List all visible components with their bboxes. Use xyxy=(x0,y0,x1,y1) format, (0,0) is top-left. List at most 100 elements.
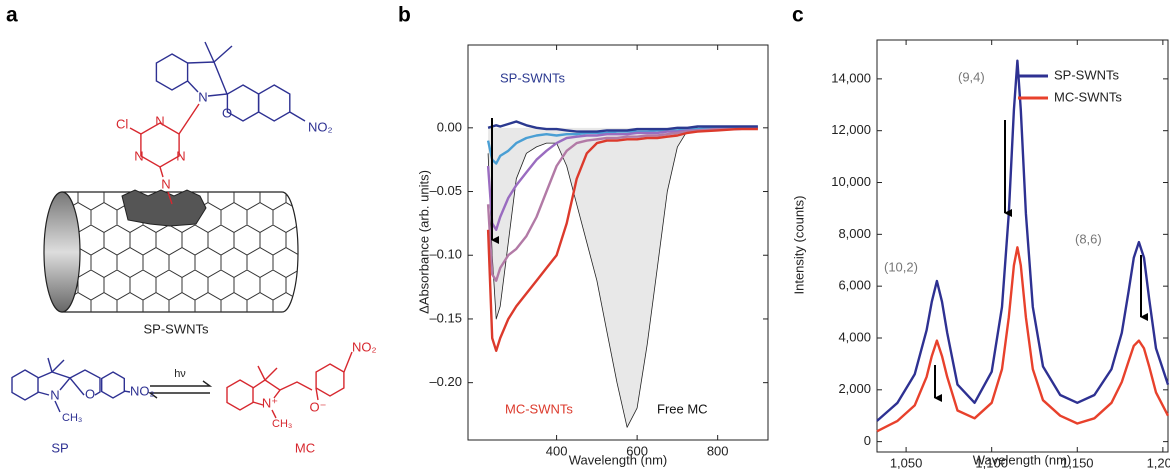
bond xyxy=(315,387,319,401)
plot-frame xyxy=(467,44,769,441)
y-tick-label: 0 xyxy=(864,433,871,448)
bond xyxy=(187,61,228,97)
x-tick-label: 800 xyxy=(707,443,729,458)
legend-label: MC-SWNTs xyxy=(1054,89,1122,104)
bond xyxy=(257,365,266,381)
y-tick-label: –0.15 xyxy=(429,310,462,325)
bond xyxy=(159,166,164,178)
atom: O xyxy=(85,386,95,401)
bond xyxy=(252,401,264,406)
bond xyxy=(187,80,199,93)
bond xyxy=(178,103,200,135)
atom: N xyxy=(176,148,185,163)
charts: 0.00 –0.05 –0.10 –0.15 –0.20 400 600 800 Wavelen… xyxy=(416,39,1170,469)
series-label: SP-SWNTs xyxy=(500,70,566,85)
x-tick-label: 1,100 xyxy=(975,455,1008,469)
bond xyxy=(123,390,131,393)
nanotube xyxy=(43,189,299,313)
atom: N xyxy=(50,387,59,402)
atom: CH₃ xyxy=(62,412,82,424)
atom: N xyxy=(198,89,207,104)
atom: Cl xyxy=(116,116,128,131)
arrow xyxy=(147,392,210,399)
light-label: hν xyxy=(174,368,186,380)
series-line xyxy=(876,246,1170,433)
atom: O xyxy=(222,105,232,120)
atom: N xyxy=(155,113,164,128)
area xyxy=(488,127,698,428)
x-tick-label: 1,050 xyxy=(890,455,923,469)
y-tick-label: –0.05 xyxy=(429,183,462,198)
y-tick-label: 0.00 xyxy=(437,119,462,134)
atom: NO₂ xyxy=(308,119,333,134)
y-tick-label: 12,000 xyxy=(831,122,871,137)
panel-label: a xyxy=(6,4,18,27)
atom: N⁺ xyxy=(262,395,278,410)
series-line xyxy=(486,126,758,165)
bond xyxy=(252,379,282,399)
x-tick-label: 600 xyxy=(626,443,648,458)
atom: O⁻ xyxy=(310,399,327,414)
annotation: (9,4) xyxy=(958,69,985,84)
bond xyxy=(129,127,142,135)
bond xyxy=(271,409,277,419)
bond xyxy=(47,357,53,373)
series-line xyxy=(487,127,698,428)
atom: NO₂ xyxy=(130,383,155,398)
sp-label: SP xyxy=(51,440,68,455)
ring xyxy=(140,122,180,168)
series-line xyxy=(487,120,758,133)
atom: CH₃ xyxy=(272,418,292,430)
annotation: (10,2) xyxy=(884,259,918,274)
mc-label: MC xyxy=(295,440,315,455)
x-axis-label: Wavelength (nm) xyxy=(973,452,1072,467)
bond xyxy=(167,191,173,205)
bond xyxy=(69,369,101,396)
y-axis-label: ΔAbsorbance (arb. units) xyxy=(416,170,431,314)
panel-label: c xyxy=(792,4,804,27)
tube-label: SP-SWNTs xyxy=(144,321,210,336)
bond xyxy=(69,377,85,396)
bond xyxy=(54,400,61,413)
bond xyxy=(279,381,313,391)
y-axis-label: Intensity (counts) xyxy=(791,196,806,295)
plot-frame xyxy=(876,39,1169,453)
series-line xyxy=(486,127,758,352)
ring xyxy=(226,379,254,411)
series-label: MC-SWNTs xyxy=(505,401,573,416)
x-tick-label: 1,200 xyxy=(1147,455,1170,469)
bond xyxy=(289,111,306,122)
y-tick-label: 10,000 xyxy=(831,174,871,189)
series-line xyxy=(486,126,758,231)
bond xyxy=(264,367,278,381)
series-line xyxy=(486,126,758,282)
atom: N xyxy=(134,148,143,163)
y-tick-label: 4,000 xyxy=(838,329,871,344)
x-tick-label: 400 xyxy=(546,443,568,458)
bond xyxy=(37,391,50,396)
bond xyxy=(204,41,215,63)
arrow xyxy=(150,380,213,387)
annotation: (8,6) xyxy=(1075,231,1102,246)
ring xyxy=(155,53,189,91)
x-axis-label: Wavelength (nm) xyxy=(569,452,668,467)
y-tick-label: –0.10 xyxy=(429,247,462,262)
legend-label: SP-SWNTs xyxy=(1054,67,1120,82)
bond xyxy=(213,45,233,63)
y-tick-label: 8,000 xyxy=(838,226,871,241)
molecules xyxy=(11,41,353,419)
ring xyxy=(257,84,291,122)
series-line xyxy=(876,59,1170,422)
panel-label: b xyxy=(398,4,411,27)
ring xyxy=(315,363,345,397)
y-tick-label: –0.20 xyxy=(429,374,462,389)
ring xyxy=(100,371,126,399)
ring xyxy=(11,369,39,401)
y-tick-label: 14,000 xyxy=(831,70,871,85)
bond xyxy=(343,351,353,373)
series-label: Free MC xyxy=(657,401,708,416)
y-tick-label: 2,000 xyxy=(838,381,871,396)
atom: N xyxy=(161,176,170,191)
